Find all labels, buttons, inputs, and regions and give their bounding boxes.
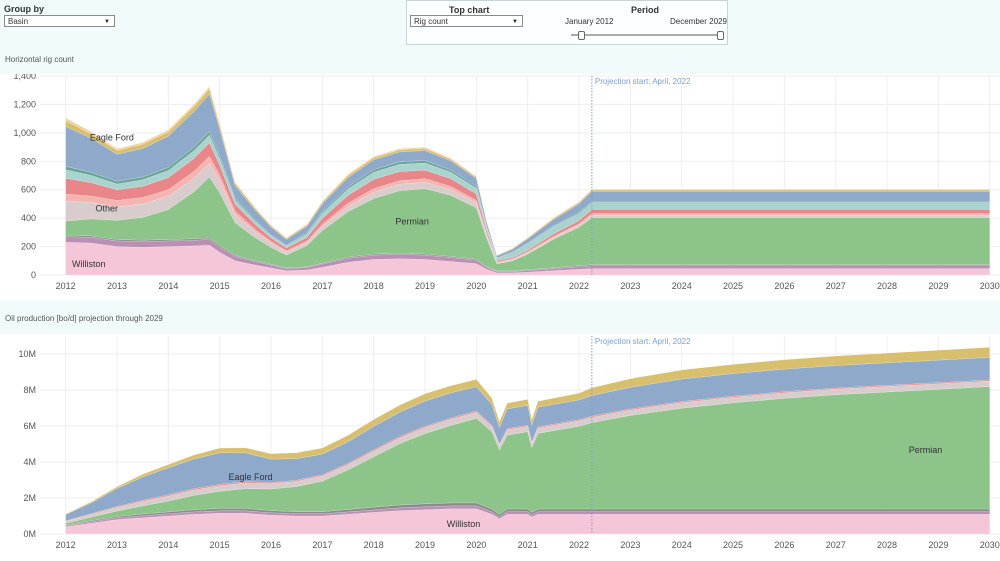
projection-annotation: Projection start: April, 2022 (595, 337, 691, 346)
period-end-label: December 2029 (670, 17, 727, 26)
x-tick-label: 2022 (569, 281, 589, 291)
x-tick-label: 2030 (980, 281, 1000, 291)
period-slider-start-handle[interactable] (578, 31, 585, 40)
x-tick-label: 2024 (672, 281, 692, 291)
bottom-chart-title-band (0, 300, 1000, 334)
y-tick-label: 600 (21, 185, 36, 195)
region-label-williston: Williston (447, 519, 481, 529)
y-tick-label: 400 (21, 213, 36, 223)
x-tick-label: 2026 (774, 540, 794, 550)
x-tick-label: 2025 (723, 281, 743, 291)
x-tick-label: 2020 (466, 540, 486, 550)
bottom-chart-title: Oil production [bo/d] projection through… (5, 314, 163, 323)
x-tick-label: 2017 (312, 540, 332, 550)
region-label-permian: Permian (909, 445, 943, 455)
region-label-other: Other (95, 204, 118, 214)
x-tick-label: 2021 (518, 540, 538, 550)
chevron-down-icon: ▼ (104, 19, 110, 25)
y-tick-label: 200 (21, 242, 36, 252)
series-area-permian (65, 386, 990, 526)
oil-production-chart: Projection start: April, 2022 0M 2M 4M 6M 8M 1… (18, 336, 1000, 550)
y-tick-label: 6M (23, 421, 36, 431)
projection-annotation: Projection start: April, 2022 (595, 77, 691, 86)
series-area-2 (65, 502, 990, 526)
x-tick-label: 2027 (826, 281, 846, 291)
period-slider-end-handle[interactable] (717, 31, 724, 40)
x-tick-label: 2022 (569, 540, 589, 550)
y-tick-label: 1,200 (13, 99, 36, 109)
period-slider-track (571, 34, 724, 36)
x-tick-label: 2029 (928, 540, 948, 550)
x-tick-label: 2013 (107, 281, 127, 291)
x-tick-label: 2020 (466, 281, 486, 291)
x-tick-label: 2018 (364, 281, 384, 291)
series-area-5 (65, 379, 990, 522)
x-tick-label: 2021 (518, 281, 538, 291)
y-tick-label: 800 (21, 156, 36, 166)
period-slider[interactable] (571, 31, 726, 40)
region-label-permian: Permian (395, 217, 429, 227)
y-tick-label: 0M (23, 529, 36, 539)
top-chart-title-band (0, 46, 1000, 74)
top-chart-value: Rig count (414, 17, 448, 26)
x-tick-label: 2012 (56, 281, 76, 291)
series-area-4 (65, 380, 990, 524)
series-area-7 (65, 347, 990, 515)
series-area-11 (65, 86, 990, 256)
group-by-select[interactable]: Basin ▼ (4, 15, 115, 27)
x-tick-label: 2014 (158, 281, 178, 291)
x-tick-label: 2019 (415, 281, 435, 291)
x-tick-label: 2030 (980, 540, 1000, 550)
region-label-eagle-ford: Eagle Ford (228, 472, 272, 482)
x-tick-label: 2018 (364, 540, 384, 550)
x-tick-label: 2023 (620, 540, 640, 550)
x-tick-label: 2025 (723, 540, 743, 550)
x-tick-label: 2014 (158, 540, 178, 550)
y-tick-label: 0 (31, 270, 36, 280)
group-by-label: Group by (4, 4, 44, 14)
y-tick-label: 2M (23, 493, 36, 503)
x-tick-label: 2013 (107, 540, 127, 550)
x-tick-label: 2026 (774, 281, 794, 291)
y-tick-label: 10M (18, 349, 36, 359)
period-start-label: January 2012 (565, 17, 614, 26)
x-tick-label: 2017 (312, 281, 332, 291)
top-chart-select[interactable]: Rig count ▼ (410, 15, 523, 27)
y-tick-label: 8M (23, 385, 36, 395)
x-tick-label: 2023 (620, 281, 640, 291)
series-area-williston (65, 508, 990, 535)
y-tick-label: 4M (23, 457, 36, 467)
x-tick-label: 2012 (56, 540, 76, 550)
x-tick-label: 2028 (877, 281, 897, 291)
x-tick-label: 2015 (210, 540, 230, 550)
x-tick-label: 2024 (672, 540, 692, 550)
x-tick-label: 2016 (261, 540, 281, 550)
x-tick-label: 2028 (877, 540, 897, 550)
series-area-2 (65, 234, 990, 272)
series-area-eagle-ford (65, 357, 990, 522)
group-by-value: Basin (8, 17, 29, 26)
region-label-eagle-ford: Eagle Ford (90, 133, 134, 143)
y-tick-label: 1,000 (13, 128, 36, 138)
x-tick-label: 2029 (928, 281, 948, 291)
x-tick-label: 2027 (826, 540, 846, 550)
x-tick-label: 2015 (210, 281, 230, 291)
top-chart-label: Top chart (449, 5, 490, 15)
x-tick-label: 2016 (261, 281, 281, 291)
chevron-down-icon: ▼ (512, 19, 518, 25)
series-area-williston (65, 242, 990, 276)
period-label: Period (631, 5, 660, 15)
region-label-williston: Williston (72, 259, 106, 269)
series-area-1 (65, 505, 990, 528)
top-chart-title: Horizontal rig count (5, 55, 74, 64)
x-tick-label: 2019 (415, 540, 435, 550)
rig-count-chart: Projection start: April, 2022 0 200 400 600 8… (13, 74, 1000, 291)
y-tick-label: 1,400 (13, 74, 36, 81)
